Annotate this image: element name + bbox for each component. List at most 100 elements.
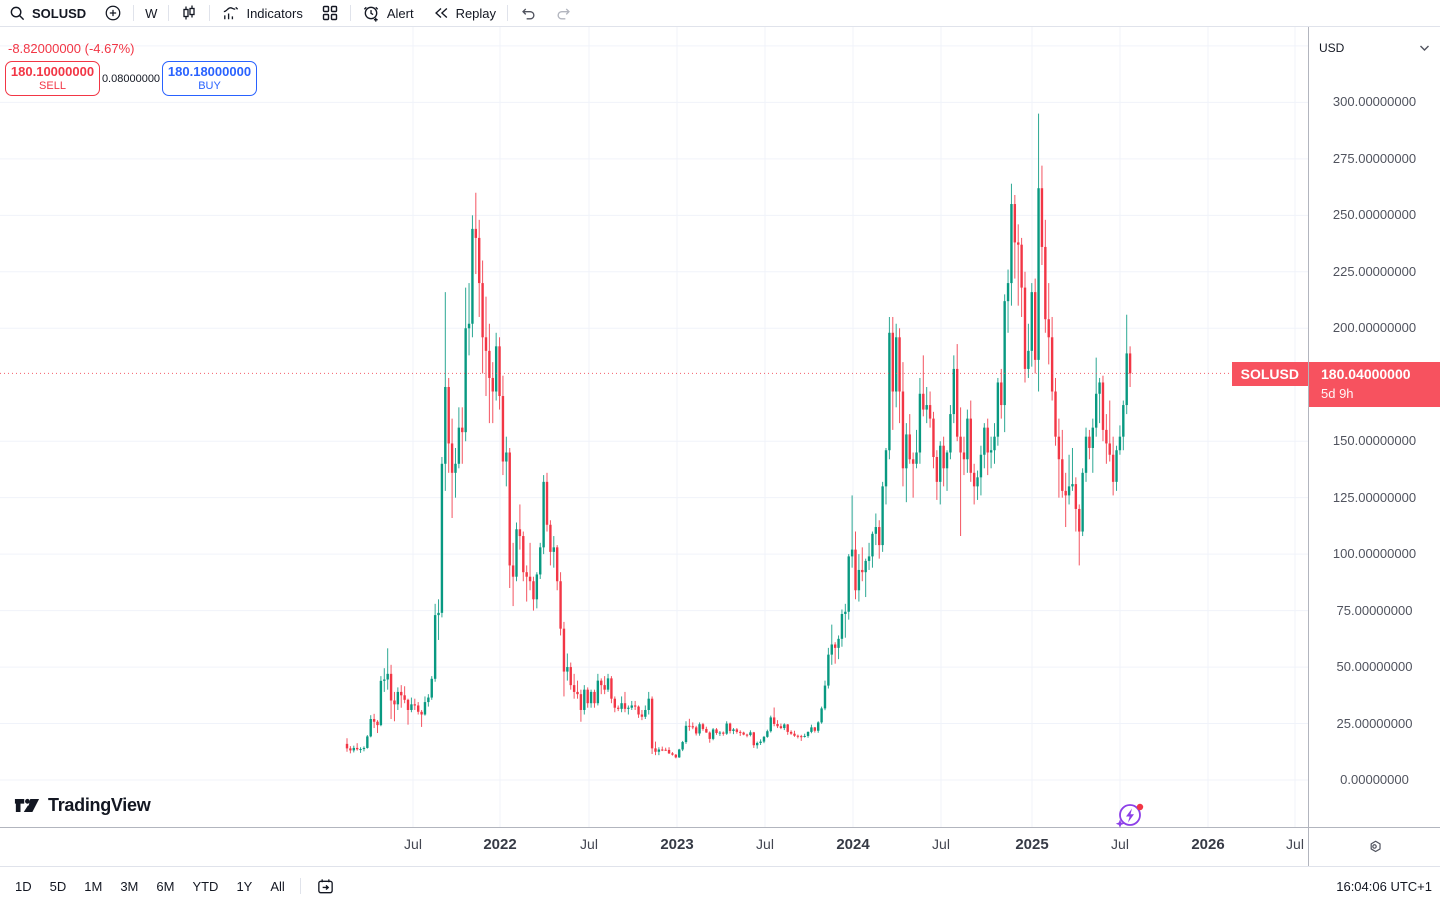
redo-button[interactable] xyxy=(546,1,582,25)
time-axis-label: 2024 xyxy=(836,836,870,853)
price-change-label: -8.82000000 (-4.67%) xyxy=(8,41,135,56)
candle-body xyxy=(766,731,769,737)
candle-body xyxy=(1006,283,1010,302)
candle-body xyxy=(545,481,549,525)
candle-body xyxy=(644,709,647,717)
candle-body xyxy=(569,667,572,686)
tradingview-logo[interactable]: TradingView xyxy=(14,795,151,816)
candle-body xyxy=(444,386,447,464)
candle-body xyxy=(352,747,355,751)
candle-body xyxy=(515,529,518,577)
interval-label: W xyxy=(145,5,158,21)
candle-body xyxy=(678,749,681,758)
time-axis[interactable]: Jul 2022 Jul 2023 Jul 2024 Jul 2025 Jul 2026 Jul xyxy=(0,827,1308,866)
candle-body xyxy=(708,732,711,739)
candle-body xyxy=(508,452,511,566)
chart-style-button[interactable] xyxy=(171,1,207,25)
candle-body xyxy=(962,452,966,460)
notification-dot xyxy=(1136,803,1144,811)
candle-body xyxy=(1033,292,1037,360)
candle-body xyxy=(559,581,562,629)
candle-body xyxy=(691,726,694,728)
time-axis-label: Jul xyxy=(580,836,598,852)
price-axis[interactable]: USD 180.04000000 5d 9h 3 xyxy=(1308,27,1440,866)
candle-body xyxy=(427,697,430,703)
time-axis-label: 2022 xyxy=(483,836,517,853)
range-button-1d[interactable]: 1D xyxy=(15,878,32,894)
sell-button[interactable]: 180.10000000 SELL xyxy=(5,61,100,96)
candle-body xyxy=(752,732,755,746)
interval-button[interactable]: W xyxy=(136,1,166,25)
range-button-ytd[interactable]: YTD xyxy=(192,878,219,894)
candle-body xyxy=(620,703,623,709)
candle-body xyxy=(830,644,833,655)
candle-body xyxy=(410,704,413,710)
candle-body xyxy=(511,565,515,577)
replay-button[interactable]: Replay xyxy=(423,1,505,25)
spark-assistant-button[interactable] xyxy=(1113,798,1147,832)
undo-button[interactable] xyxy=(510,1,546,25)
candle-body xyxy=(911,459,915,464)
candle-body xyxy=(589,691,593,704)
candle-body xyxy=(861,569,864,573)
last-price-badge: 180.04000000 5d 9h xyxy=(1309,362,1440,407)
tradingview-logo-text: TradingView xyxy=(48,795,151,815)
toolbar-separator xyxy=(209,5,211,21)
candle-body xyxy=(396,691,400,705)
indicators-button[interactable]: Indicators xyxy=(212,1,311,25)
date-range-buttons: 1D 5D 1M 3M 6M YTD 1Y All xyxy=(6,874,294,898)
candle-body xyxy=(837,638,840,648)
buy-price: 180.18000000 xyxy=(167,63,252,79)
candle-body xyxy=(827,654,830,686)
candle-body xyxy=(1074,484,1078,509)
candle-body xyxy=(820,708,823,723)
candle-body xyxy=(488,350,491,378)
gear-icon[interactable] xyxy=(1366,839,1383,856)
range-button-1m[interactable]: 1M xyxy=(84,878,103,894)
sell-price: 180.10000000 xyxy=(10,63,95,79)
candle-body xyxy=(725,723,728,734)
range-button-1y[interactable]: 1Y xyxy=(236,878,253,894)
candle-body xyxy=(867,556,871,561)
buy-sell-widget: 180.10000000 SELL 0.08000000 180.1800000… xyxy=(5,61,257,96)
candle-body xyxy=(732,729,735,731)
session-clock[interactable]: 16:04:06 UTC+1 xyxy=(1336,879,1432,894)
candle-body xyxy=(572,685,576,692)
candle-body xyxy=(389,673,393,701)
search-icon xyxy=(9,5,26,22)
candle-body xyxy=(542,481,545,548)
candle-body xyxy=(701,724,705,729)
candle-body xyxy=(891,332,894,392)
currency-dropdown[interactable]: USD xyxy=(1309,37,1440,59)
axis-settings-cell xyxy=(1309,827,1440,866)
candle-body xyxy=(600,680,603,686)
range-button-3m[interactable]: 3M xyxy=(120,878,139,894)
candle-body xyxy=(471,228,474,324)
go-to-date-button[interactable] xyxy=(307,874,344,898)
compare-add-symbol-button[interactable] xyxy=(95,1,131,25)
candle-body xyxy=(878,527,881,546)
alert-button[interactable]: Alert xyxy=(353,1,423,25)
candle-body xyxy=(698,724,701,734)
chart-pane[interactable] xyxy=(0,27,1308,827)
buy-button[interactable]: 180.18000000 BUY xyxy=(162,61,257,96)
candle-body xyxy=(400,691,403,696)
candle-body xyxy=(722,732,725,734)
candle-body xyxy=(606,678,610,690)
candle-body xyxy=(1050,337,1054,392)
candle-body xyxy=(420,711,423,715)
candle-body xyxy=(1115,450,1118,482)
candle-body xyxy=(1013,204,1017,243)
main-area: -8.82000000 (-4.67%) 180.10000000 SELL 0… xyxy=(0,27,1440,866)
range-button-6m[interactable]: 6M xyxy=(156,878,175,894)
range-button-all[interactable]: All xyxy=(270,878,285,894)
symbol-search-button[interactable]: SOLUSD xyxy=(0,1,95,25)
candle-body xyxy=(447,386,450,444)
layout-grid-button[interactable] xyxy=(312,1,348,25)
candle-body xyxy=(349,748,352,751)
candle-body xyxy=(454,463,457,473)
range-button-5d[interactable]: 5D xyxy=(49,878,67,894)
candle-body xyxy=(562,628,566,672)
candle-body xyxy=(1084,436,1088,473)
